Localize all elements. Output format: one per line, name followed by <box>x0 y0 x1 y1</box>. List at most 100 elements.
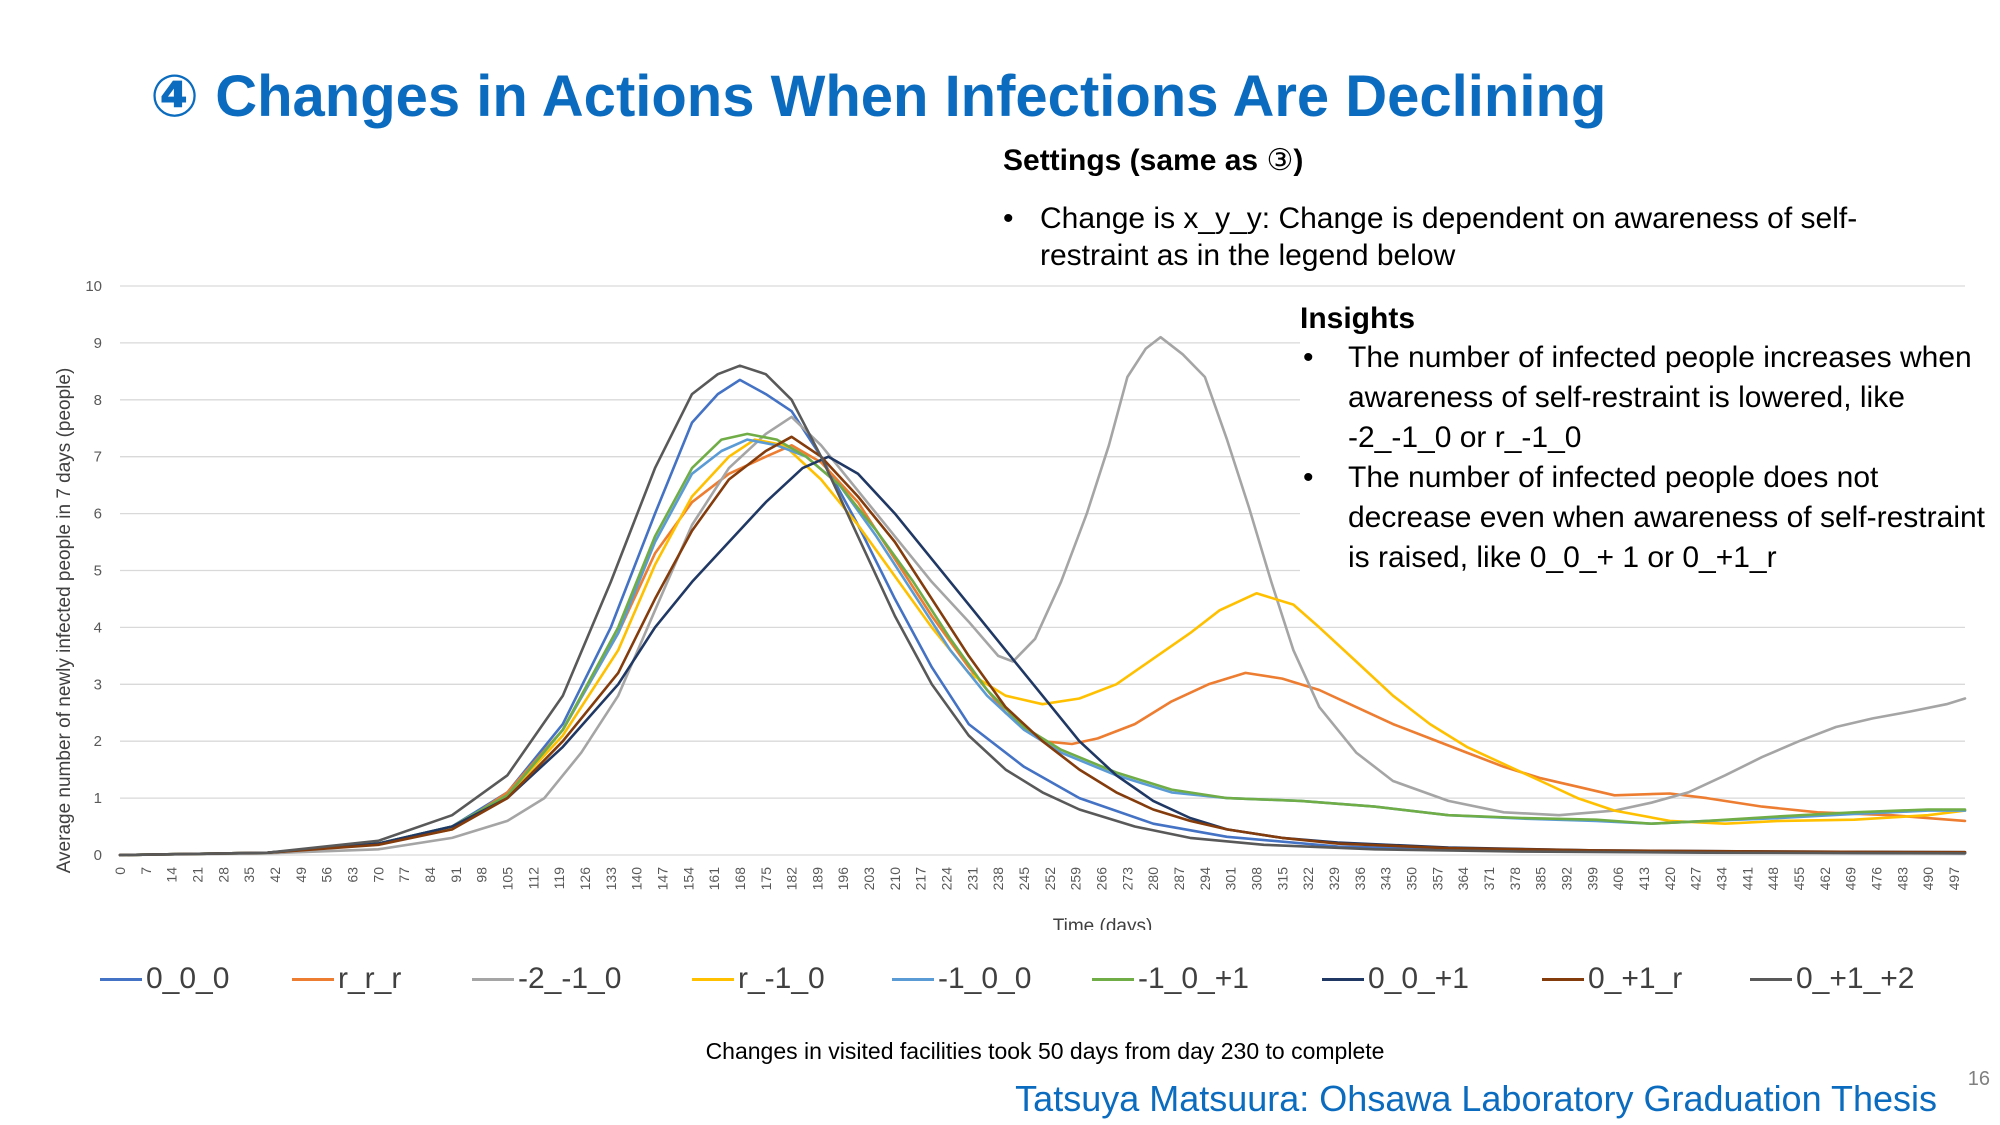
legend-entry: 0_0_0 <box>100 962 229 996</box>
x-tick-label: 434 <box>1713 867 1729 891</box>
y-tick-label: 4 <box>94 619 102 636</box>
x-tick-label: 469 <box>1843 867 1859 891</box>
series-line <box>118 364 1967 857</box>
settings-bullet: • Change is x_y_y: Change is dependent o… <box>1003 200 1903 274</box>
x-tick-label: 399 <box>1584 867 1600 891</box>
x-tick-label: 224 <box>939 867 955 891</box>
page-number: 16 <box>1967 1068 1990 1090</box>
insight-item: • The number of infected people increase… <box>1300 338 1990 458</box>
legend-label: 0_+1_r <box>1588 962 1683 995</box>
series-line <box>118 335 1967 857</box>
legend-entry: r_r_r <box>292 962 401 996</box>
y-tick-label: 0 <box>94 847 102 864</box>
x-tick-label: 371 <box>1481 867 1497 891</box>
legend-swatch <box>1322 977 1364 981</box>
x-tick-label: 378 <box>1507 867 1523 891</box>
x-tick-label: 168 <box>732 867 748 891</box>
legend-swatch <box>692 977 734 981</box>
x-tick-label: 238 <box>990 867 1006 891</box>
x-tick-label: 147 <box>654 867 670 891</box>
x-tick-label: 63 <box>344 867 360 883</box>
title-text: Changes in Actions When Infections Are D… <box>215 64 1607 129</box>
x-tick-label: 196 <box>835 867 851 891</box>
y-tick-label: 1 <box>94 790 102 807</box>
legend-label: -1_0_0 <box>938 962 1032 995</box>
y-axis-label: Average number of newly infected people … <box>54 368 75 874</box>
settings-heading: Settings (same as ③) <box>1003 143 1303 178</box>
x-tick-label: 175 <box>758 867 774 891</box>
legend-swatch <box>100 977 142 981</box>
x-tick-label: 14 <box>164 867 180 883</box>
x-tick-label: 364 <box>1455 867 1471 891</box>
legend-entry: -1_0_+1 <box>1092 962 1249 996</box>
x-tick-label: 287 <box>1171 867 1187 891</box>
x-tick-label: 21 <box>189 867 205 883</box>
x-tick-label: 91 <box>448 867 464 883</box>
x-tick-label: 280 <box>1145 867 1161 891</box>
x-tick-label: 385 <box>1533 867 1549 891</box>
x-tick-label: 28 <box>215 867 231 883</box>
x-tick-label: 84 <box>422 867 438 883</box>
bullet-dot: • <box>1303 461 1314 494</box>
x-tick-label: 294 <box>1197 867 1213 891</box>
x-tick-label: 161 <box>706 867 722 891</box>
x-tick-label: 427 <box>1688 867 1704 891</box>
legend-label: 0_0_+1 <box>1368 962 1469 995</box>
x-tick-label: 245 <box>1016 867 1032 891</box>
x-tick-label: 406 <box>1610 867 1626 891</box>
insights-box: Insights • The number of infected people… <box>1300 300 1990 578</box>
x-tick-label: 112 <box>525 867 541 890</box>
x-tick-label: 126 <box>577 867 593 891</box>
x-tick-label: 98 <box>474 867 490 883</box>
y-tick-label: 2 <box>94 733 102 750</box>
chart-caption: Changes in visited facilities took 50 da… <box>705 1038 1385 1064</box>
x-tick-label: 0 <box>112 867 128 875</box>
insight-item: • The number of infected people does not… <box>1300 458 1990 578</box>
y-tick-label: 10 <box>85 278 102 295</box>
x-tick-label: 392 <box>1558 867 1574 891</box>
x-tick-label: 462 <box>1817 867 1833 891</box>
x-tick-label: 490 <box>1920 867 1936 891</box>
x-tick-label: 49 <box>293 867 309 883</box>
x-tick-label: 329 <box>1326 867 1342 891</box>
series-line <box>118 438 1967 857</box>
legend-entry: r_-1_0 <box>692 962 825 996</box>
title-symbol: ④ <box>150 62 200 130</box>
x-tick-label: 119 <box>551 867 567 890</box>
x-tick-label: 483 <box>1894 867 1910 891</box>
legend-swatch <box>472 977 514 981</box>
x-tick-label: 154 <box>680 867 696 891</box>
x-tick-label: 357 <box>1429 867 1445 891</box>
y-tick-label: 3 <box>94 676 102 693</box>
x-tick-label: 301 <box>1223 867 1239 891</box>
x-tick-label: 315 <box>1274 867 1290 891</box>
insight-text: The number of infected people does not d… <box>1348 461 1986 574</box>
page-title: ④ Changes in Actions When Infections Are… <box>150 62 1606 130</box>
series-line <box>118 435 1967 857</box>
legend-swatch <box>1542 977 1584 981</box>
legend-entry: -1_0_0 <box>892 962 1031 996</box>
x-tick-label: 105 <box>499 867 515 891</box>
x-tick-label: 7 <box>138 867 154 875</box>
y-tick-label: 5 <box>94 563 102 580</box>
chart-legend: 0_0_0 r_r_r -2_-1_0 r_-1_0 -1_0_0 -1_0_+1 0_0_… <box>100 962 1950 1002</box>
x-tick-label: 252 <box>1042 867 1058 891</box>
x-tick-label: 56 <box>319 867 335 883</box>
x-tick-label: 259 <box>1068 867 1084 891</box>
legend-swatch <box>1750 977 1792 981</box>
x-tick-label: 497 <box>1946 867 1962 891</box>
x-tick-label: 231 <box>964 867 980 891</box>
bullet-dot: • <box>1003 202 1014 235</box>
legend-swatch <box>892 977 934 981</box>
legend-label: 0_0_0 <box>146 962 230 995</box>
insight-text: The number of infected people increases … <box>1348 341 1972 454</box>
x-tick-label: 182 <box>784 867 800 891</box>
x-tick-label: 413 <box>1636 867 1652 891</box>
x-tick-label: 273 <box>1119 867 1135 891</box>
x-tick-label: 189 <box>809 867 825 891</box>
legend-entry: 0_0_+1 <box>1322 962 1469 996</box>
series-line <box>118 432 1967 857</box>
series-line <box>118 444 1967 857</box>
x-tick-label: 140 <box>629 867 645 891</box>
x-tick-label: 35 <box>241 867 257 883</box>
